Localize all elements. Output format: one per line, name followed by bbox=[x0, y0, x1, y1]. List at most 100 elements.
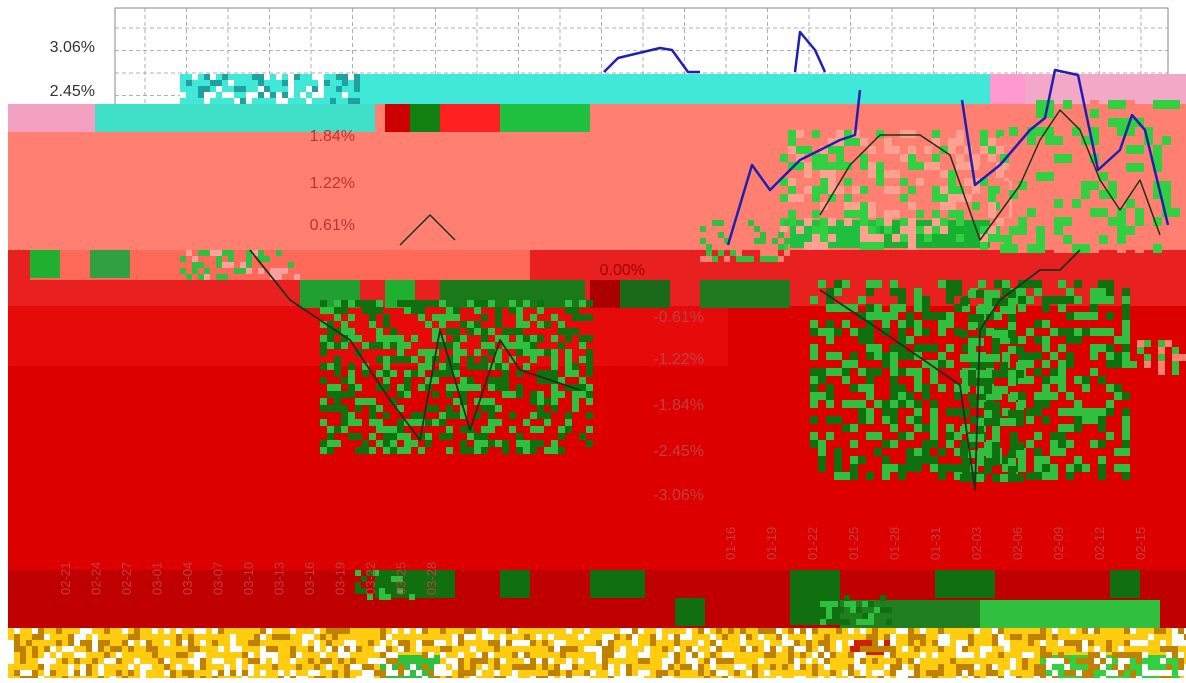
noise-cell bbox=[908, 202, 916, 210]
glitch-noise bbox=[180, 250, 300, 280]
noise-cell bbox=[551, 363, 558, 370]
noise-cell bbox=[892, 210, 900, 218]
noise-cell bbox=[884, 634, 890, 640]
noise-cell bbox=[1090, 440, 1098, 448]
noise-cell bbox=[890, 440, 898, 448]
noise-cell bbox=[258, 250, 264, 256]
noise-cell bbox=[874, 448, 882, 456]
noise-cell bbox=[1074, 400, 1082, 408]
noise-cell bbox=[938, 640, 944, 646]
noise-cell bbox=[812, 664, 818, 670]
noise-cell bbox=[946, 288, 954, 296]
noise-cell bbox=[362, 363, 369, 370]
noise-cell bbox=[68, 670, 74, 676]
noise-cell bbox=[946, 296, 954, 304]
noise-cell bbox=[986, 664, 992, 670]
noise-cell bbox=[938, 280, 946, 288]
noise-cell bbox=[1171, 127, 1180, 136]
noise-cell bbox=[1082, 658, 1088, 664]
noise-cell bbox=[188, 634, 194, 640]
noise-cell bbox=[784, 250, 790, 256]
noise-cell bbox=[482, 664, 488, 670]
noise-cell bbox=[560, 652, 566, 658]
noise-cell bbox=[1090, 344, 1098, 352]
noise-cell bbox=[940, 202, 948, 210]
noise-cell bbox=[788, 138, 796, 146]
noise-cell bbox=[644, 652, 650, 658]
noise-cell bbox=[446, 426, 453, 433]
noise-cell bbox=[200, 628, 206, 634]
noise-cell bbox=[962, 464, 970, 472]
noise-cell bbox=[392, 670, 398, 676]
noise-cell bbox=[194, 664, 200, 670]
noise-cell bbox=[476, 652, 482, 658]
noise-cell bbox=[481, 335, 488, 342]
noise-cell bbox=[341, 391, 348, 398]
noise-cell bbox=[1018, 199, 1027, 208]
noise-cell bbox=[374, 670, 380, 676]
noise-cell bbox=[892, 146, 900, 154]
noise-cell bbox=[80, 640, 86, 646]
noise-cell bbox=[509, 342, 516, 349]
noise-cell bbox=[290, 652, 296, 658]
noise-cell bbox=[260, 634, 266, 640]
noise-cell bbox=[826, 613, 832, 619]
noise-cell bbox=[758, 628, 764, 634]
noise-cell bbox=[416, 646, 422, 652]
noise-cell bbox=[1137, 340, 1144, 347]
noise-cell bbox=[1094, 664, 1100, 670]
noise-cell bbox=[836, 640, 842, 646]
noise-cell bbox=[906, 400, 914, 408]
noise-cell bbox=[425, 419, 432, 426]
noise-cell bbox=[788, 178, 796, 186]
noise-cell bbox=[1027, 208, 1036, 217]
noise-cell bbox=[1122, 320, 1130, 328]
noise-cell bbox=[500, 634, 506, 640]
noise-cell bbox=[403, 576, 409, 582]
noise-cell bbox=[355, 300, 362, 307]
noise-cell bbox=[404, 646, 410, 652]
noise-cell bbox=[946, 320, 954, 328]
noise-cell bbox=[1010, 440, 1018, 448]
noise-cell bbox=[416, 640, 422, 646]
noise-cell bbox=[810, 432, 818, 440]
noise-cell bbox=[1088, 664, 1094, 670]
noise-cell bbox=[348, 300, 355, 307]
noise-cell bbox=[866, 472, 874, 480]
noise-cell bbox=[602, 640, 608, 646]
noise-cell bbox=[842, 320, 850, 328]
noise-cell bbox=[327, 307, 334, 314]
noise-cell bbox=[882, 360, 890, 368]
noise-cell bbox=[1122, 304, 1130, 312]
noise-cell bbox=[956, 646, 962, 652]
noise-cell bbox=[440, 646, 446, 652]
noise-cell bbox=[1088, 658, 1094, 664]
noise-cell bbox=[890, 352, 898, 360]
noise-cell bbox=[980, 242, 988, 250]
noise-cell bbox=[706, 238, 712, 244]
noise-cell bbox=[1050, 392, 1058, 400]
noise-cell bbox=[1034, 408, 1042, 416]
noise-cell bbox=[369, 447, 376, 454]
noise-cell bbox=[392, 658, 398, 664]
noise-cell bbox=[1166, 646, 1172, 652]
noise-cell bbox=[1074, 464, 1082, 472]
noise-cell bbox=[1118, 658, 1124, 664]
x-tick-label: 03-22 bbox=[363, 562, 378, 595]
noise-cell bbox=[1135, 181, 1144, 190]
noise-cell bbox=[224, 670, 230, 676]
noise-cell bbox=[548, 670, 554, 676]
noise-cell bbox=[198, 250, 204, 256]
x-tick-label: 01-31 bbox=[928, 527, 943, 560]
noise-cell bbox=[240, 262, 246, 268]
noise-cell bbox=[866, 304, 874, 312]
noise-cell bbox=[1016, 402, 1024, 410]
noise-cell bbox=[425, 356, 432, 363]
y-tick-label: 1.22% bbox=[310, 175, 355, 192]
noise-cell bbox=[892, 234, 900, 242]
noise-cell bbox=[892, 186, 900, 194]
x-tick-label: 01-25 bbox=[846, 527, 861, 560]
noise-cell bbox=[495, 321, 502, 328]
noise-cell bbox=[878, 670, 884, 676]
noise-cell bbox=[1034, 392, 1042, 400]
